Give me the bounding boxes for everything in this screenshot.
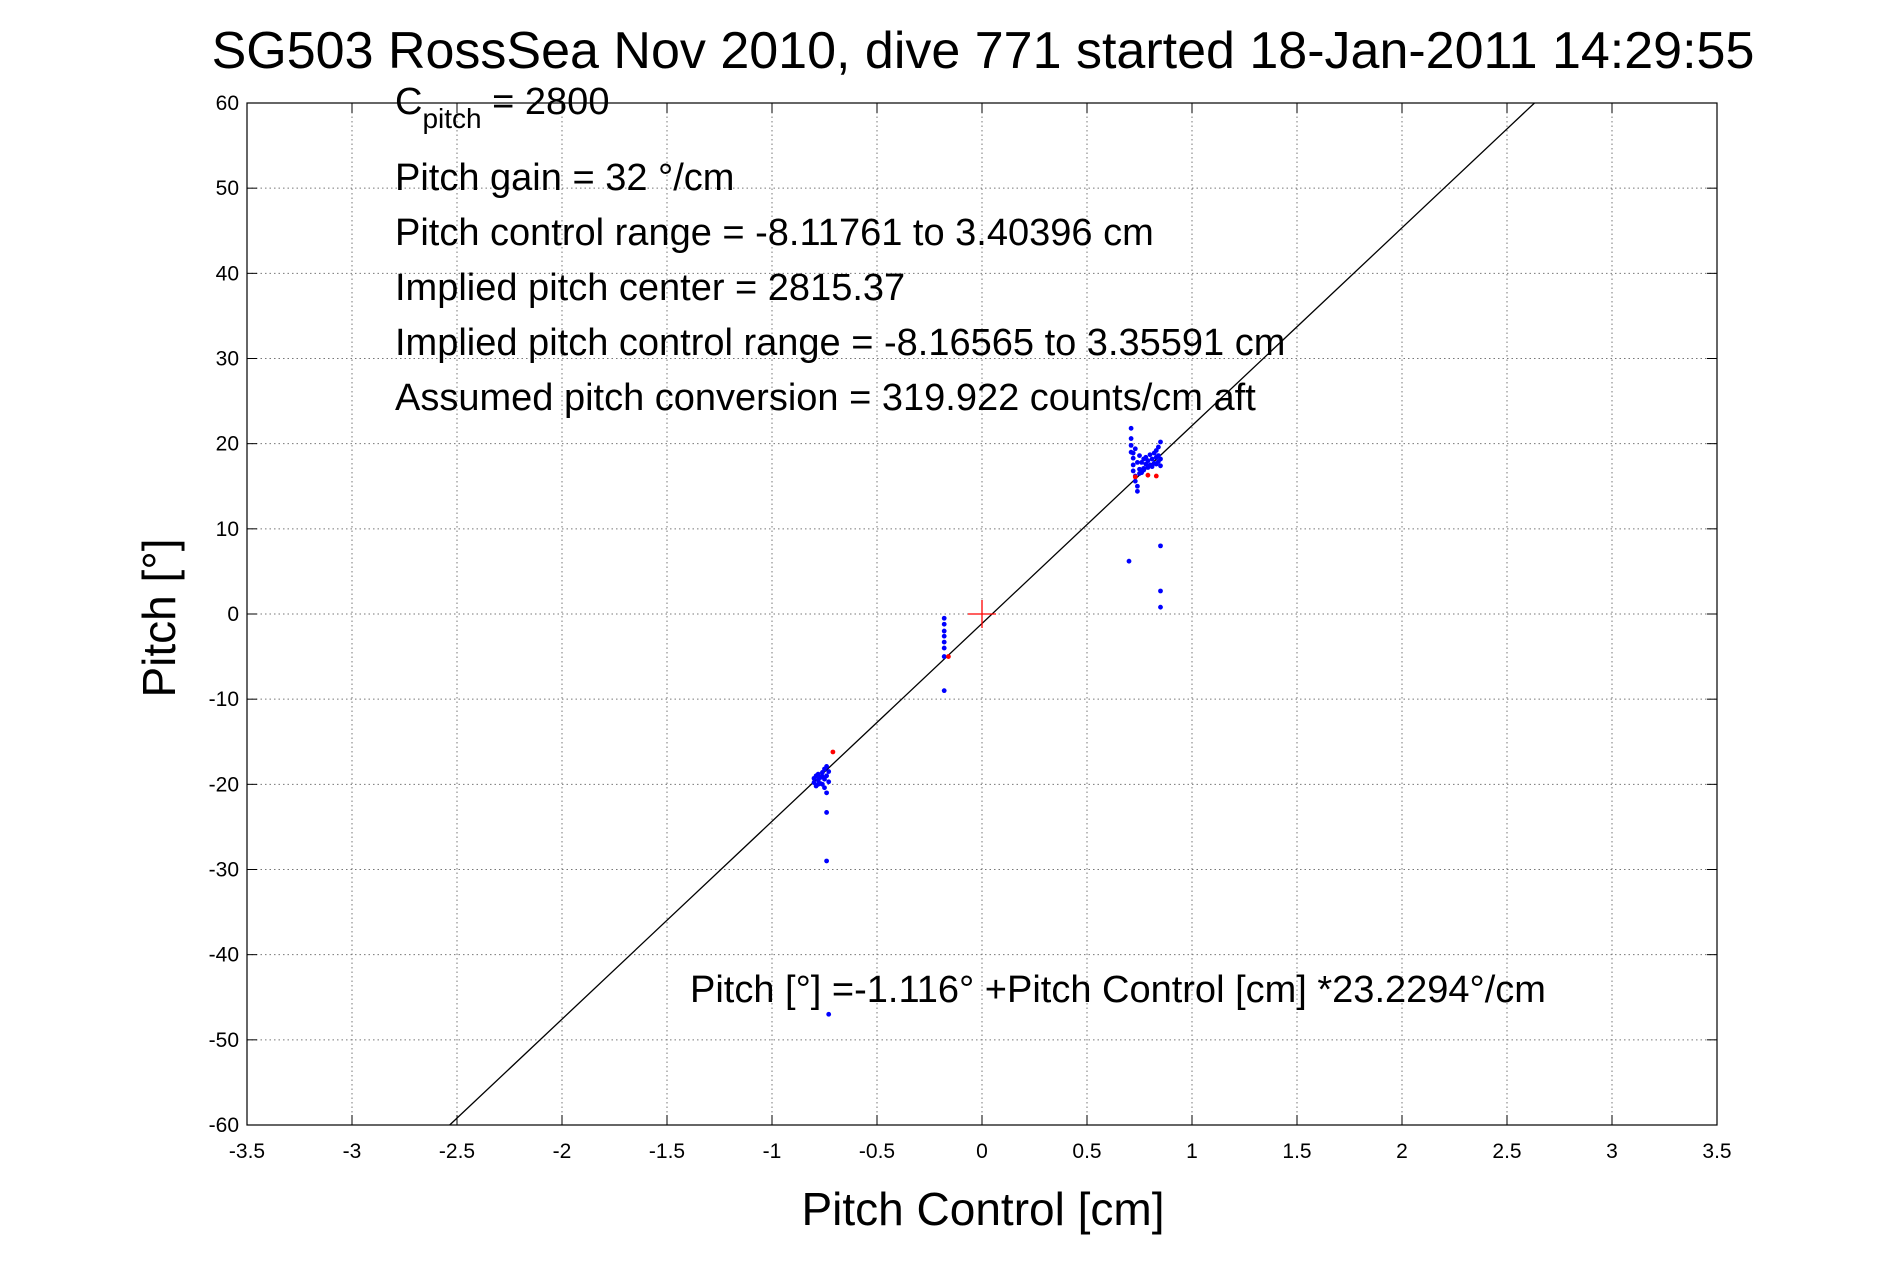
- x-tick-label: -2: [553, 1140, 572, 1163]
- data-point: [1135, 488, 1140, 494]
- data-point: [1145, 472, 1151, 478]
- y-tick-label: -30: [209, 859, 239, 882]
- data-point: [824, 858, 829, 864]
- data-point: [1130, 455, 1136, 461]
- data-point: [941, 639, 947, 645]
- data-point: [824, 810, 829, 815]
- data-point: [830, 749, 836, 755]
- x-tick-label: -1: [763, 1140, 782, 1163]
- data-point: [1137, 471, 1142, 476]
- assumed-conversion-annotation: Assumed pitch conversion = 319.922 count…: [395, 377, 1256, 419]
- grid-lines: [247, 103, 1717, 1125]
- y-tick-label: -40: [209, 944, 239, 967]
- data-point: [1158, 463, 1163, 469]
- data-point: [826, 779, 832, 785]
- data-point: [826, 769, 832, 774]
- data-point: [1130, 462, 1136, 468]
- data-point: [1158, 456, 1163, 462]
- x-tick-label: 3.5: [1702, 1140, 1731, 1163]
- tick-labels: -3.5 -3 -2.5 -2 -1.5 -1 -0.5 0 0.5 1 1.5 2 2.5 3 3.5 60…: [209, 92, 1732, 1163]
- pitch-gain-annotation: Pitch gain = 32 °/cm: [395, 157, 734, 199]
- x-tick-label: 2: [1396, 1140, 1408, 1163]
- plot-frame: [246, 102, 1718, 1126]
- x-tick-label: -0.5: [859, 1140, 895, 1163]
- data-point: [1137, 453, 1142, 458]
- y-tick-label: 10: [216, 518, 239, 541]
- y-tick-label: 30: [216, 348, 239, 371]
- y-tick-label: 40: [216, 262, 239, 285]
- y-tick-label: 60: [216, 92, 239, 115]
- data-point: [941, 621, 947, 627]
- data-point: [1128, 425, 1134, 431]
- implied-range-annotation: Implied pitch control range = -8.16565 t…: [395, 322, 1285, 364]
- data-point: [1128, 436, 1134, 441]
- data-point: [1132, 478, 1138, 484]
- data-point: [822, 785, 827, 791]
- data-point: [1132, 474, 1138, 480]
- data-point: [1126, 558, 1132, 564]
- data-point: [1156, 444, 1161, 450]
- data-point: [815, 781, 821, 787]
- data-point: [826, 1011, 832, 1017]
- data-point: [820, 774, 825, 780]
- data-point: [1158, 588, 1163, 594]
- data-point: [1141, 467, 1147, 473]
- center-marker: [968, 600, 996, 628]
- implied-center-annotation: Implied pitch center = 2815.37: [395, 267, 905, 309]
- x-tick-label: -3: [343, 1140, 362, 1163]
- chart-title: SG503 RossSea Nov 2010, dive 771 started…: [212, 22, 1755, 80]
- x-tick-label: 0: [976, 1140, 988, 1163]
- data-point: [1135, 460, 1140, 465]
- data-point: [1149, 456, 1155, 462]
- data-point: [824, 764, 829, 769]
- data-point: [941, 615, 947, 621]
- data-points: [811, 425, 1163, 1017]
- data-point: [1135, 483, 1140, 489]
- x-tick-label: 1: [1186, 1140, 1198, 1163]
- data-point: [1130, 450, 1136, 456]
- pitch-control-range-annotation: Pitch control range = -8.11761 to 3.4039…: [395, 212, 1154, 254]
- data-point: [1158, 439, 1163, 445]
- data-point: [1158, 543, 1163, 549]
- data-point: [1153, 473, 1159, 479]
- y-tick-label: 20: [216, 433, 239, 456]
- annotations: Cpitch = 2800 Pitch gain = 32 °/cm Pitch…: [395, 81, 1546, 1011]
- x-tick-label: 0.5: [1072, 1140, 1101, 1163]
- y-tick-label: -50: [209, 1029, 239, 1052]
- y-axis-title: Pitch [°]: [133, 538, 185, 697]
- x-tick-label: -3.5: [229, 1140, 265, 1163]
- y-tick-label: -60: [209, 1114, 239, 1137]
- x-tick-label: -1.5: [649, 1140, 685, 1163]
- x-tick-label: -2.5: [439, 1140, 475, 1163]
- data-point: [824, 773, 829, 779]
- y-tick-label: 0: [227, 603, 239, 626]
- data-point: [1147, 452, 1153, 458]
- x-tick-label: 3: [1606, 1140, 1618, 1163]
- data-point: [1158, 604, 1163, 610]
- data-point: [1128, 442, 1134, 448]
- x-tick-label: 2.5: [1492, 1140, 1521, 1163]
- y-tick-label: 50: [216, 177, 239, 200]
- data-point: [1145, 458, 1151, 464]
- y-tick-label: -20: [209, 773, 239, 796]
- y-tick-label: -10: [209, 688, 239, 711]
- data-point: [1130, 468, 1136, 474]
- fit-equation-annotation: Pitch [°] =-1.116° +Pitch Control [cm] *…: [690, 969, 1546, 1011]
- data-point: [941, 654, 947, 659]
- plot-area: [449, 102, 1535, 1126]
- c-pitch-annotation: Cpitch = 2800: [395, 81, 609, 134]
- data-point: [1132, 446, 1138, 452]
- data-point: [946, 654, 951, 659]
- x-axis-title: Pitch Control [cm]: [802, 1183, 1165, 1235]
- data-point: [824, 790, 829, 796]
- data-point: [941, 688, 947, 694]
- data-point: [941, 628, 947, 634]
- data-point: [941, 633, 947, 639]
- x-tick-label: 1.5: [1282, 1140, 1311, 1163]
- data-point: [941, 645, 947, 651]
